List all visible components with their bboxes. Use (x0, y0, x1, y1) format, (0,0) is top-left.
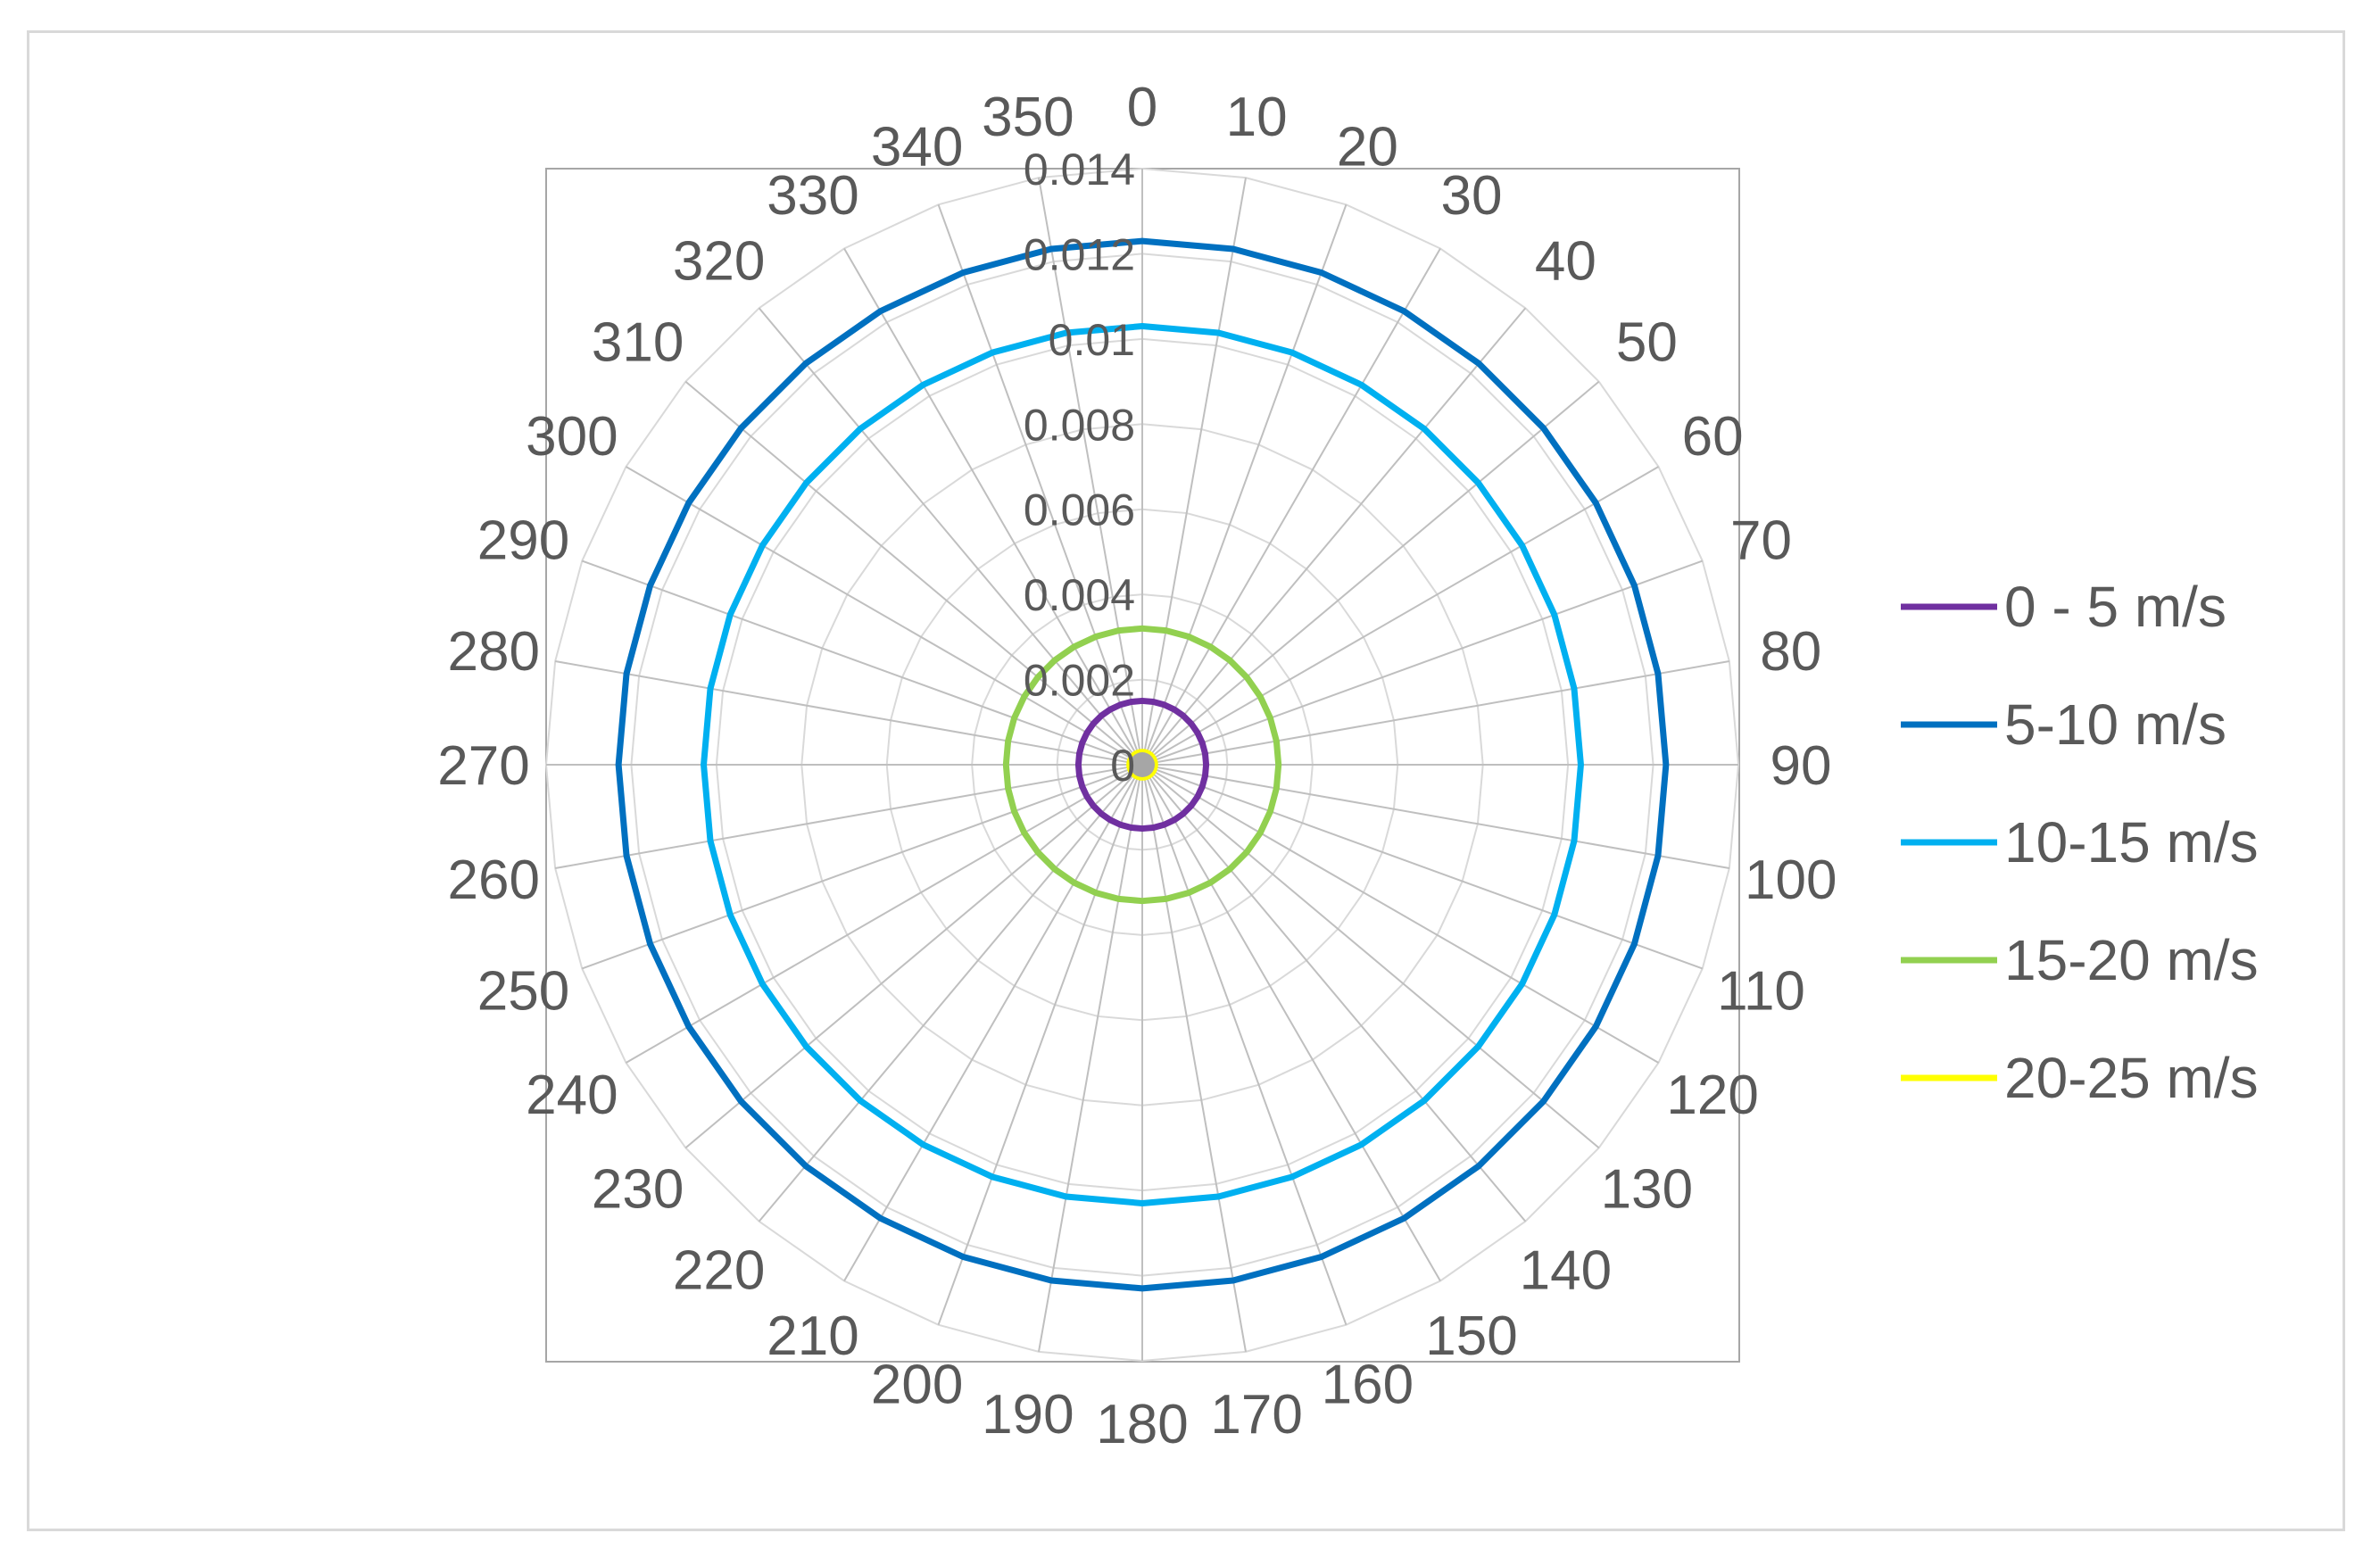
grid-spoke (554, 660, 1143, 766)
direction-label: 180 (1096, 1394, 1188, 1455)
grid-spoke (1038, 177, 1143, 766)
direction-label: 130 (1601, 1158, 1693, 1220)
grid-spoke (684, 764, 1143, 1149)
direction-label: 290 (477, 510, 569, 572)
direction-label: 230 (592, 1158, 684, 1220)
series-line-2 (615, 237, 1670, 1292)
direction-label: 270 (437, 735, 529, 797)
series-lines (615, 237, 1670, 1292)
grid-spoke (684, 380, 1143, 766)
grid-spoke (1141, 660, 1730, 766)
legend-label: 0 - 5 m/s (2004, 575, 2227, 639)
radial-tick-label: 0.01 (1049, 315, 1135, 365)
grid-spoke (1141, 764, 1704, 970)
series-line-1 (1074, 697, 1210, 833)
direction-label: 330 (767, 165, 858, 227)
radial-tick-label: 0.002 (1024, 656, 1135, 706)
grid-spoke (1141, 764, 1441, 1282)
grid-spoke (1141, 764, 1247, 1353)
direction-label: 220 (673, 1239, 765, 1301)
grid-spoke (1141, 764, 1348, 1326)
grid-spoke (1141, 764, 1660, 1064)
grid-spoke (758, 307, 1143, 766)
grid-spoke (1141, 247, 1441, 766)
direction-label: 0 (1127, 77, 1157, 138)
legend-label: 5-10 m/s (2004, 692, 2227, 757)
center-dot (1130, 752, 1155, 777)
legend-label: 20-25 m/s (2004, 1046, 2259, 1110)
direction-label: 80 (1760, 621, 1821, 683)
direction-label: 90 (1770, 735, 1832, 797)
direction-label: 340 (871, 117, 963, 178)
direction-label: 110 (1717, 960, 1805, 1022)
direction-label: 30 (1441, 165, 1503, 227)
direction-label: 300 (526, 406, 618, 468)
radial-tick-label: 0.004 (1024, 570, 1135, 620)
radial-tick-label: 0.008 (1024, 400, 1135, 450)
series-line-3 (701, 323, 1584, 1206)
direction-label: 350 (982, 87, 1074, 148)
grid-spoke (758, 764, 1143, 1222)
grid-spoke (1141, 764, 1730, 869)
legend-item: 10-15 m/s (1901, 810, 2259, 874)
center-marker (1130, 752, 1155, 777)
direction-label: 170 (1210, 1384, 1302, 1446)
radial-tick-label: 0 (1110, 741, 1135, 791)
grid-spoke (843, 764, 1143, 1282)
grid-spoke (1141, 559, 1704, 766)
direction-label: 60 (1682, 406, 1744, 468)
legend-item: 15-20 m/s (1901, 928, 2259, 992)
grid-spoke (1141, 764, 1600, 1149)
direction-label: 140 (1520, 1239, 1612, 1301)
legend-label: 10-15 m/s (2004, 810, 2259, 874)
direction-label: 200 (871, 1354, 963, 1415)
grid-spoke (1141, 177, 1247, 766)
grid-spoke (1038, 764, 1143, 1353)
direction-label: 160 (1322, 1354, 1414, 1415)
radial-tick-labels: 0 0.002 0.004 0.006 0.008 0.01 0.012 0.014 (1024, 145, 1135, 791)
direction-label: 250 (477, 960, 569, 1022)
grid-spoke (1141, 764, 1527, 1222)
grid-spoke (625, 466, 1143, 766)
legend-item: 20-25 m/s (1901, 1046, 2259, 1110)
legend-item: 0 - 5 m/s (1901, 575, 2227, 639)
direction-label: 210 (767, 1305, 858, 1367)
series-line-4 (1002, 625, 1282, 905)
grid-spoke (1141, 307, 1527, 766)
grid-spoke (937, 764, 1143, 1326)
radial-tick-label: 0.012 (1024, 229, 1135, 279)
grid-spoke (1141, 203, 1348, 766)
legend: 0 - 5 m/s 5-10 m/s 10-15 m/s 15-20 m/s 20-25… (1901, 575, 2259, 1110)
direction-label: 280 (447, 621, 539, 683)
direction-label: 50 (1616, 312, 1678, 374)
grid-spoke (1141, 380, 1600, 766)
direction-label: 20 (1337, 117, 1398, 178)
direction-label: 70 (1730, 510, 1792, 572)
legend-label: 15-20 m/s (2004, 928, 2259, 992)
direction-label: 240 (526, 1065, 618, 1126)
radial-tick-label: 0.014 (1024, 145, 1135, 195)
direction-label: 260 (447, 849, 539, 911)
direction-label: 320 (673, 231, 765, 293)
grid-spoke (937, 203, 1143, 766)
grid-spoke (843, 247, 1143, 766)
direction-label: 40 (1535, 231, 1596, 293)
grid-spoke (554, 764, 1143, 869)
grid-spoke (581, 559, 1143, 766)
direction-label: 150 (1425, 1305, 1517, 1367)
grid-spoke (1141, 466, 1660, 766)
grid-spoke (625, 764, 1143, 1064)
legend-item: 5-10 m/s (1901, 692, 2227, 757)
grid (544, 167, 1740, 1363)
direction-label: 120 (1666, 1065, 1758, 1126)
direction-label: 190 (982, 1384, 1074, 1446)
series-line-5 (1126, 749, 1158, 781)
radial-tick-label: 0.006 (1024, 485, 1135, 535)
direction-label: 310 (592, 312, 684, 374)
grid-spoke (581, 764, 1143, 970)
direction-label: 100 (1745, 849, 1837, 911)
direction-label: 10 (1226, 87, 1288, 148)
